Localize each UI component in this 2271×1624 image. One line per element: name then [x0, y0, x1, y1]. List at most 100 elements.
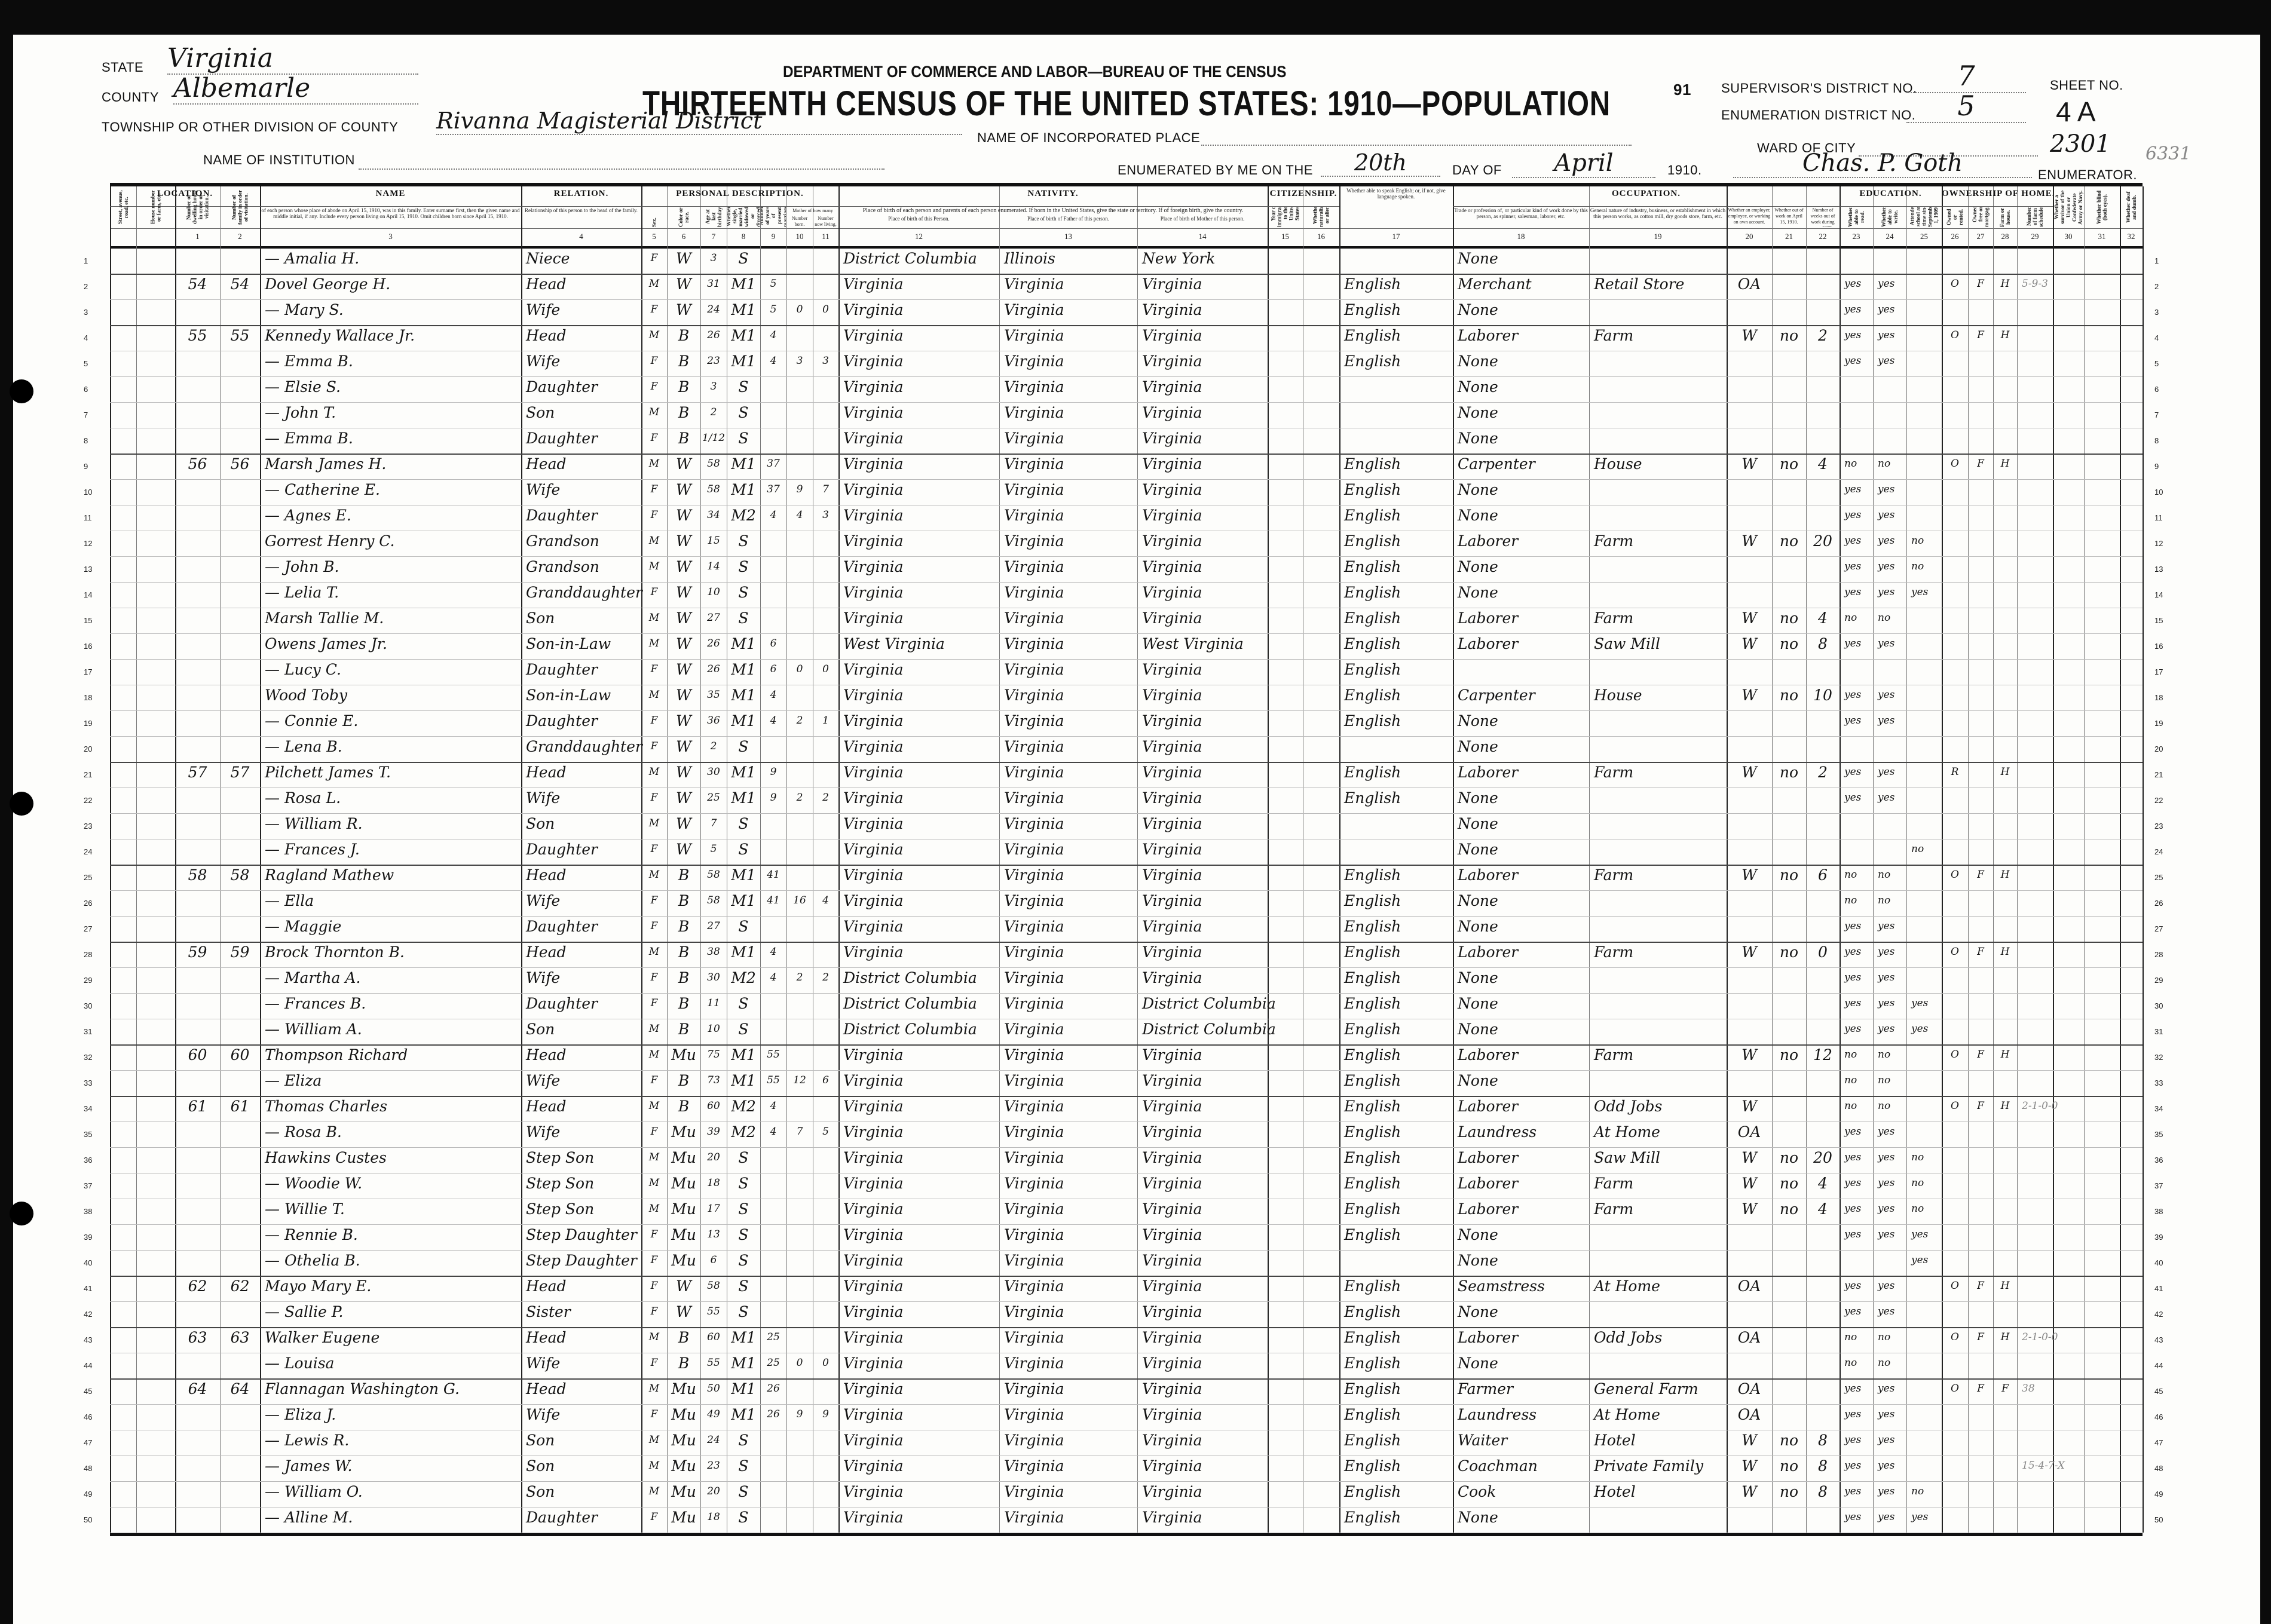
cell-c13: Illinois [1004, 250, 1055, 267]
cell-c14: Virginia [1142, 1380, 1202, 1398]
line-number: 3 [84, 308, 88, 317]
cell-c27: F [1977, 1280, 1984, 1292]
cell-c3: Thomas Charles [265, 1098, 387, 1115]
cell-c6: Mu [671, 1175, 696, 1192]
cell-c20: W [1741, 687, 1757, 704]
cell-c3: — Woodie W. [265, 1175, 363, 1192]
cell-c14: Virginia [1142, 1457, 1202, 1475]
header-bottom-rule [110, 246, 2143, 249]
cell-c6: Mu [671, 1457, 696, 1475]
line-number-right: 50 [2154, 1515, 2163, 1524]
cell-c23: yes [1844, 1203, 1862, 1215]
cell-c24: yes [1878, 535, 1895, 547]
cell-c5: M [648, 458, 660, 470]
column-header-c29: Number of farm schedule. [2026, 207, 2044, 227]
cell-c14: Virginia [1142, 789, 1202, 807]
line-number-right: 42 [2154, 1310, 2163, 1319]
line-number: 23 [84, 822, 93, 831]
cell-c4: Daughter [526, 378, 598, 396]
cell-c26: R [1951, 766, 1959, 778]
cell-c23: no [1844, 1074, 1857, 1086]
cell-c17: English [1344, 327, 1401, 344]
cell-c24: yes [1878, 638, 1895, 649]
cell-c8: S [738, 841, 749, 858]
cell-c3: — Louisa [265, 1355, 335, 1372]
line-number: 36 [84, 1156, 93, 1165]
cell-c23: no [1844, 1100, 1857, 1112]
line-number-right: 18 [2154, 693, 2163, 702]
cell-c19: Farm [1594, 764, 1634, 781]
cell-c10: 0 [796, 304, 803, 315]
cell-c8: M1 [731, 712, 756, 730]
cell-c24: yes [1878, 560, 1895, 572]
column-rule [641, 186, 642, 1533]
line-number-right: 41 [2154, 1284, 2163, 1293]
cell-c7: 25 [707, 792, 720, 804]
cell-c4: Daughter [526, 1509, 598, 1526]
cell-c7: 24 [707, 304, 720, 315]
column-number: 15 [1281, 232, 1289, 241]
cell-c6: W [676, 455, 691, 473]
cell-c23: no [1844, 458, 1857, 470]
line-number: 41 [84, 1284, 93, 1293]
line-number: 32 [84, 1053, 93, 1062]
cell-c4: Wife [526, 1355, 561, 1372]
row-rule [110, 916, 2143, 917]
cell-c9: 37 [767, 483, 780, 495]
line-number-right: 1 [2154, 256, 2159, 265]
cell-c5: F [650, 663, 658, 675]
cell-c10: 9 [796, 483, 803, 495]
cell-c14: Virginia [1142, 481, 1202, 498]
cell-c6: B [678, 918, 690, 935]
cell-c13: Virginia [1004, 558, 1064, 575]
enumeration-year: 1910. [1667, 163, 1702, 177]
cell-c13: Virginia [1004, 995, 1064, 1012]
cell-c5: M [648, 1177, 660, 1189]
cell-c21: no [1779, 866, 1799, 884]
row-rule [110, 1044, 2143, 1046]
cell-c6: Mu [671, 1149, 696, 1166]
cell-c26: O [1951, 1280, 1959, 1292]
cell-c12: Virginia [843, 1200, 904, 1218]
cell-c24: yes [1878, 1228, 1895, 1240]
line-number: 34 [84, 1104, 93, 1113]
column-number: 7 [711, 232, 716, 241]
cell-c3: — Ella [265, 892, 314, 909]
cell-c1: 58 [188, 866, 207, 884]
column-number: 22 [1819, 232, 1827, 241]
column-number: 12 [915, 232, 923, 241]
cell-c23: yes [1844, 509, 1862, 521]
column-header-c15: Year of immigration to the United States… [1270, 207, 1300, 227]
cell-c6: W [676, 1277, 691, 1295]
line-number-right: 45 [2154, 1387, 2163, 1396]
row-rule [110, 865, 2143, 866]
cell-c18: Seamstress [1458, 1277, 1545, 1295]
cell-c17: English [1344, 892, 1401, 909]
cell-c7: 55 [707, 1357, 720, 1369]
cell-c22: 4 [1818, 609, 1828, 627]
line-number-right: 14 [2154, 590, 2163, 599]
cell-c19: Farm [1594, 532, 1634, 550]
cell-c17: English [1344, 1226, 1401, 1243]
cell-c2: 60 [230, 1046, 250, 1064]
cell-c22: 20 [1813, 532, 1832, 550]
cell-c13: Virginia [1004, 1123, 1064, 1141]
cell-c20: W [1741, 1046, 1757, 1064]
cell-c8: S [738, 1252, 749, 1269]
township-value: Rivanna Magisterial District [436, 108, 962, 135]
cell-c17: English [1344, 275, 1401, 293]
cell-c21: no [1779, 609, 1799, 627]
cell-c3: — Alline M. [265, 1509, 353, 1526]
cell-c7: 23 [707, 1460, 720, 1472]
cell-c14: Virginia [1142, 1509, 1202, 1526]
cell-c7: 14 [707, 560, 720, 572]
column-rule [1453, 186, 1454, 1533]
cell-c14: Virginia [1142, 532, 1202, 550]
cell-c5: F [650, 715, 658, 727]
punch-hole [10, 379, 33, 403]
cell-c17: English [1344, 1175, 1401, 1192]
cell-c4: Daughter [526, 918, 598, 935]
cell-c18: Laborer [1458, 764, 1519, 781]
cell-c4: Wife [526, 1072, 561, 1089]
cell-c3: — Lewis R. [265, 1432, 350, 1449]
